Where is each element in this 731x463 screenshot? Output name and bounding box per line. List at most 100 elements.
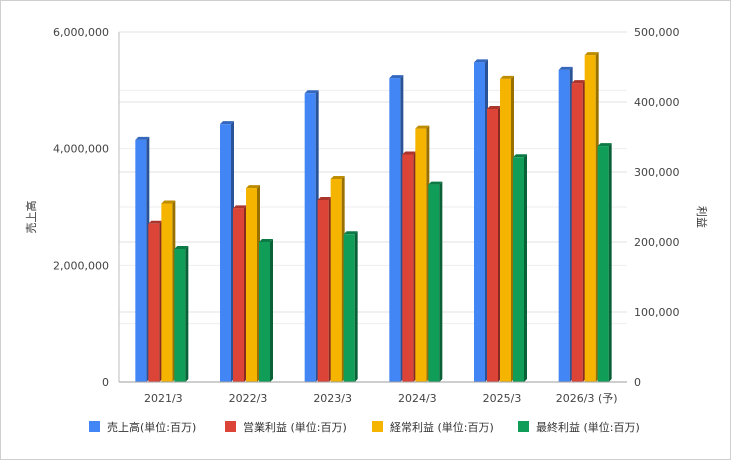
bar-top bbox=[415, 125, 430, 129]
x-tick-label: 2021/3 bbox=[144, 392, 183, 405]
bar-front bbox=[487, 109, 498, 382]
bar bbox=[343, 231, 358, 382]
gridlines bbox=[119, 31, 627, 383]
bar bbox=[428, 181, 443, 382]
bar-front bbox=[558, 69, 570, 383]
bar-front bbox=[474, 62, 485, 382]
legend-swatch bbox=[372, 421, 383, 432]
y2-tick-label: 300,000 bbox=[634, 166, 680, 179]
y-axis-title: 売上高 bbox=[24, 201, 38, 234]
bar-front bbox=[428, 184, 440, 382]
legend: 売上高(単位:百万) 営業利益 (単位:百万) 経常利益 (単位:百万) 最終利益 (… bbox=[89, 420, 640, 434]
bar bbox=[148, 220, 163, 382]
bars bbox=[135, 52, 612, 383]
bar-front bbox=[174, 249, 186, 382]
y2-tick-label: 100,000 bbox=[634, 306, 680, 319]
bar-front bbox=[259, 242, 270, 382]
bar-top bbox=[259, 239, 273, 242]
bar bbox=[597, 143, 612, 382]
bar bbox=[259, 239, 273, 382]
legend-item: 営業利益 (単位:百万) bbox=[225, 420, 347, 434]
y2-tick-label: 0 bbox=[634, 376, 641, 389]
bar-top bbox=[389, 75, 404, 79]
bar-front bbox=[513, 157, 524, 382]
legend-label: 最終利益 (単位:百万) bbox=[536, 420, 640, 434]
bar-front bbox=[148, 223, 160, 382]
x-tick-label: 2022/3 bbox=[229, 392, 268, 405]
bar-side bbox=[439, 181, 443, 382]
bar bbox=[415, 125, 430, 382]
legend-swatch bbox=[518, 421, 529, 432]
bar-front bbox=[317, 200, 329, 382]
y2-tick-label: 400,000 bbox=[634, 96, 680, 109]
bar-front bbox=[389, 78, 401, 382]
x-axis-ticks: 2021/3 2022/3 2023/3 2024/3 2025/3 2026/3 (予) bbox=[144, 392, 618, 405]
legend-swatch bbox=[225, 421, 236, 432]
bar-side bbox=[608, 143, 612, 382]
bar bbox=[304, 90, 319, 382]
legend-label: 営業利益 (単位:百万) bbox=[243, 420, 347, 434]
bar bbox=[220, 121, 234, 383]
bar-side bbox=[524, 154, 527, 382]
bar-top bbox=[428, 181, 443, 185]
bar-front bbox=[135, 139, 147, 382]
bar-top bbox=[161, 200, 176, 204]
bar-front bbox=[584, 55, 596, 382]
bar-top bbox=[474, 59, 488, 63]
y2-tick-label: 200,000 bbox=[634, 236, 680, 249]
bar-top bbox=[246, 185, 260, 189]
bar bbox=[161, 200, 176, 382]
x-tick-label: 2025/3 bbox=[483, 392, 522, 405]
bar bbox=[330, 176, 345, 382]
bar-top bbox=[330, 176, 345, 179]
bar-front bbox=[246, 188, 257, 382]
bar bbox=[135, 136, 150, 382]
bar-top bbox=[513, 154, 527, 158]
bar-top bbox=[402, 151, 417, 155]
bar-front bbox=[571, 83, 583, 382]
bar-front bbox=[161, 203, 173, 382]
y-tick-label: 6,000,000 bbox=[53, 26, 109, 39]
y2-axis-title: 利益 bbox=[695, 206, 709, 228]
bar bbox=[474, 59, 488, 382]
left-axis-ticks: 0 2,000,000 4,000,000 6,000,000 bbox=[53, 26, 109, 389]
legend-item: 売上高(単位:百万) bbox=[89, 420, 196, 434]
bar bbox=[571, 80, 586, 382]
bar bbox=[402, 151, 417, 382]
bar-top bbox=[220, 121, 234, 125]
bar bbox=[513, 154, 527, 382]
bar-top bbox=[571, 80, 586, 84]
bar-front bbox=[597, 146, 609, 382]
right-axis-ticks: 0 100,000 200,000 300,000 400,000 500,000 bbox=[634, 26, 680, 389]
x-tick-label: 2026/3 (予) bbox=[556, 392, 618, 405]
bar-top bbox=[487, 106, 501, 109]
bar bbox=[174, 246, 189, 382]
bar-top bbox=[174, 246, 189, 249]
legend-label: 売上高(単位:百万) bbox=[107, 420, 196, 434]
bar bbox=[233, 205, 247, 382]
bar-front bbox=[402, 154, 414, 382]
bar-top bbox=[558, 66, 573, 70]
bar-top bbox=[304, 90, 319, 94]
bar-top bbox=[500, 75, 514, 79]
bar-top bbox=[233, 205, 247, 209]
bar-side bbox=[354, 231, 358, 382]
bar-front bbox=[304, 93, 316, 382]
legend-label: 経常利益 (単位:百万) bbox=[390, 420, 494, 434]
bar-front bbox=[220, 124, 231, 383]
x-tick-label: 2024/3 bbox=[398, 392, 437, 405]
y2-tick-label: 500,000 bbox=[634, 26, 680, 39]
legend-item: 最終利益 (単位:百万) bbox=[518, 420, 640, 434]
bar bbox=[317, 197, 332, 382]
bar-top bbox=[584, 52, 599, 56]
x-tick-label: 2023/3 bbox=[313, 392, 352, 405]
bar-front bbox=[233, 208, 244, 382]
bar-top bbox=[135, 136, 150, 140]
bar bbox=[584, 52, 599, 382]
y-tick-label: 0 bbox=[102, 376, 109, 389]
bar-front bbox=[343, 234, 355, 382]
axes bbox=[118, 32, 627, 383]
bar bbox=[389, 75, 404, 382]
